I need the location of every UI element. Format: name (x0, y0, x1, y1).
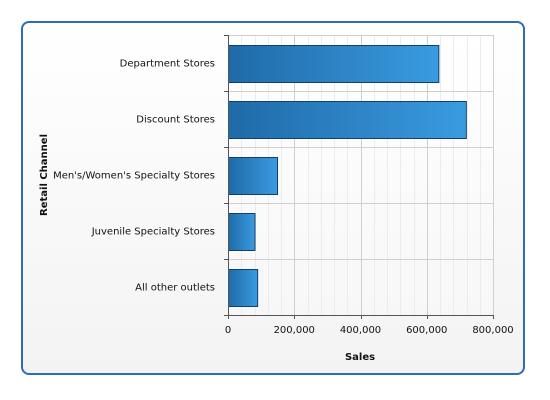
category-label: Department Stores (120, 59, 215, 70)
x-tick-label: 0 (225, 325, 231, 336)
bar (228, 213, 256, 251)
bar (228, 157, 279, 195)
axes-group (224, 35, 494, 319)
bars-group (228, 45, 467, 307)
y-axis-title: Retail Channel (39, 134, 50, 216)
x-axis-title: Sales (345, 352, 375, 363)
x-tick-label: 800,000 (472, 325, 513, 336)
bar (228, 101, 467, 139)
bar (228, 269, 259, 307)
x-tick-label: 200,000 (274, 325, 315, 336)
bar (228, 45, 440, 83)
tick-labels: 0 200,000 400,000 600,000 800,000 (225, 325, 514, 336)
category-labels: Department Stores Discount Stores Men's/Wo… (53, 59, 215, 294)
x-tick-label: 400,000 (340, 325, 381, 336)
category-label: Discount Stores (136, 115, 215, 126)
category-label: All other outlets (135, 283, 215, 294)
x-tick-label: 600,000 (406, 325, 447, 336)
category-label: Men's/Women's Specialty Stores (53, 171, 215, 182)
category-label: Juvenile Specialty Stores (91, 227, 215, 238)
